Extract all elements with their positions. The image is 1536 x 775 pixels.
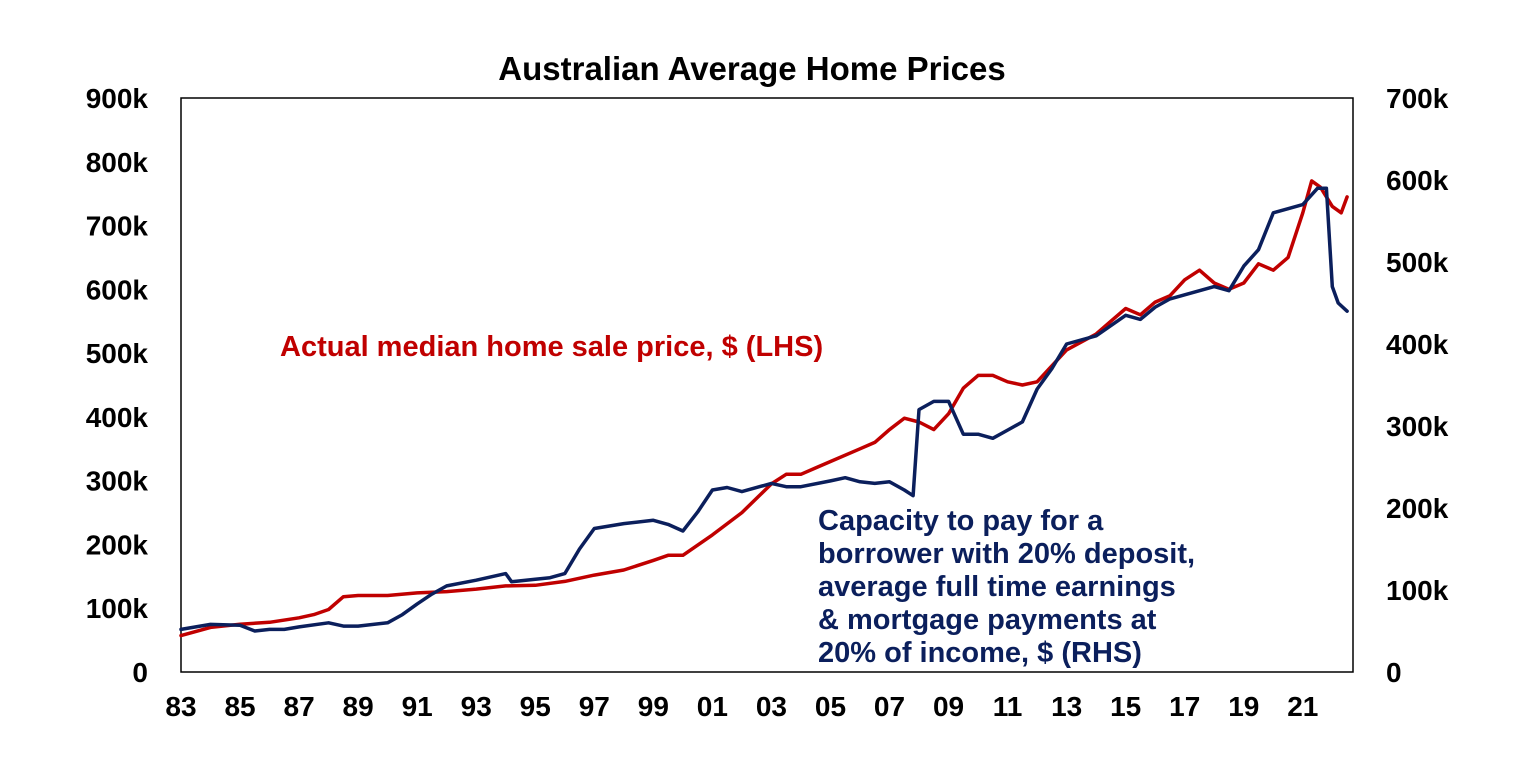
left-y-tick-label: 400k xyxy=(86,402,149,433)
x-tick-label: 05 xyxy=(815,691,846,722)
left-y-axis: 0 100k 200k 300k 400k 500k 600k 700k 800k 900k xyxy=(86,83,149,688)
left-y-tick-label: 200k xyxy=(86,529,149,560)
lhs-series-label: Actual median home sale price, $ (LHS) xyxy=(280,331,823,363)
right-y-tick-label: 300k xyxy=(1386,411,1449,442)
capacity-to-pay-line xyxy=(179,186,1349,633)
left-y-tick-label: 700k xyxy=(86,211,149,242)
x-tick-label: 85 xyxy=(224,691,255,722)
left-y-tick-label: 0 xyxy=(132,657,148,688)
series-layer xyxy=(179,179,1349,638)
chart-title: Australian Average Home Prices xyxy=(498,50,1005,87)
x-tick-label: 17 xyxy=(1169,691,1200,722)
right-y-tick-label: 100k xyxy=(1386,575,1449,606)
rhs-label-line-5: 20% of income, $ (RHS) xyxy=(818,637,1142,669)
left-y-tick-label: 600k xyxy=(86,274,149,305)
right-y-tick-label: 700k xyxy=(1386,83,1449,114)
x-tick-label: 19 xyxy=(1228,691,1259,722)
x-tick-label: 21 xyxy=(1287,691,1318,722)
rhs-label-line-4: & mortgage payments at xyxy=(818,604,1157,636)
right-y-axis: 0 100k 200k 300k 400k 500k 600k 700k xyxy=(1386,83,1449,688)
x-tick-label: 03 xyxy=(756,691,787,722)
right-y-tick-label: 0 xyxy=(1386,657,1402,688)
x-tick-label: 15 xyxy=(1110,691,1141,722)
right-y-tick-label: 500k xyxy=(1386,247,1449,278)
rhs-label-line-2: borrower with 20% deposit, xyxy=(818,538,1195,570)
x-tick-label: 93 xyxy=(461,691,492,722)
left-y-tick-label: 800k xyxy=(86,147,149,178)
left-y-tick-label: 900k xyxy=(86,83,149,114)
x-tick-label: 07 xyxy=(874,691,905,722)
right-y-tick-label: 200k xyxy=(1386,493,1449,524)
x-axis: 83 85 87 89 91 93 95 97 99 01 03 05 07 09 11 13 15 17 19 21 xyxy=(165,691,1318,722)
x-tick-label: 99 xyxy=(638,691,669,722)
x-tick-label: 01 xyxy=(697,691,728,722)
x-tick-label: 11 xyxy=(993,691,1023,722)
left-y-tick-label: 500k xyxy=(86,338,149,369)
left-y-tick-label: 300k xyxy=(86,466,149,497)
rhs-label-line-1: Capacity to pay for a xyxy=(818,505,1104,537)
x-tick-label: 83 xyxy=(165,691,196,722)
x-tick-label: 89 xyxy=(343,691,374,722)
right-y-tick-label: 600k xyxy=(1386,165,1449,196)
right-y-tick-label: 400k xyxy=(1386,329,1449,360)
x-tick-label: 87 xyxy=(284,691,315,722)
x-tick-label: 91 xyxy=(402,691,433,722)
rhs-label-line-3: average full time earnings xyxy=(818,571,1176,603)
plot-area-frame xyxy=(180,97,1354,673)
median-price-line xyxy=(179,179,1349,638)
x-tick-label: 09 xyxy=(933,691,964,722)
rhs-series-label: Capacity to pay for a borrower with 20% … xyxy=(818,505,1195,669)
x-tick-label: 95 xyxy=(520,691,551,722)
x-tick-label: 97 xyxy=(579,691,610,722)
x-tick-label: 13 xyxy=(1051,691,1082,722)
left-y-tick-label: 100k xyxy=(86,593,149,624)
